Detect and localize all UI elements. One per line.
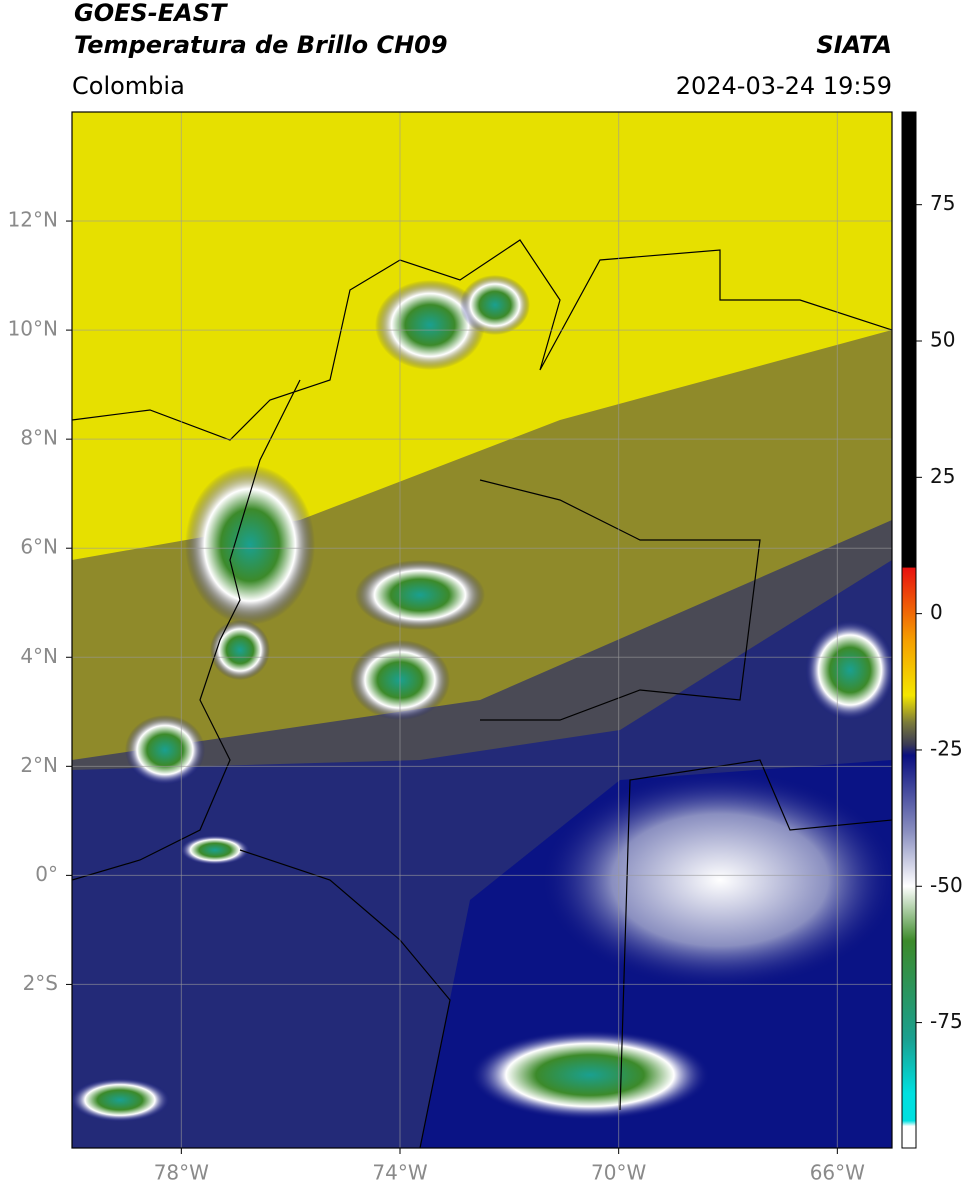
agency: SIATA [816,31,892,59]
y-tick-label: 6°N [20,535,58,559]
x-tick-label: 78°W [154,1161,209,1185]
colorbar-tick-label: 0 [930,600,943,624]
colorbar-tick-label: 50 [930,328,955,352]
satellite-image [72,112,892,1148]
y-tick-label: 10°N [8,317,58,341]
region: Colombia [72,72,185,100]
map-frame [71,111,893,1149]
y-tick-label: 2°N [20,753,58,777]
subtitle: Temperatura de Brillo CH09 [74,31,448,59]
y-tick-label: 0° [35,862,58,886]
colorbar-tick-label: -25 [930,736,963,760]
x-tick-label: 66°W [810,1161,865,1185]
colorbar [901,111,917,1149]
colorbar-tick-label: -75 [930,1009,963,1033]
colorbar-tick-label: -50 [930,873,963,897]
y-tick-label: 8°N [20,426,58,450]
colorbar-tick-label: 75 [930,191,955,215]
y-tick-label: 2°S [23,971,58,995]
colorbar-tick-label: 25 [930,464,955,488]
x-tick-label: 74°W [372,1161,427,1185]
x-tick-label: 70°W [591,1161,646,1185]
title: GOES-EAST [74,0,228,27]
y-tick-label: 4°N [20,644,58,668]
timestamp: 2024-03-24 19:59 [676,72,892,100]
y-tick-label: 12°N [8,208,58,232]
